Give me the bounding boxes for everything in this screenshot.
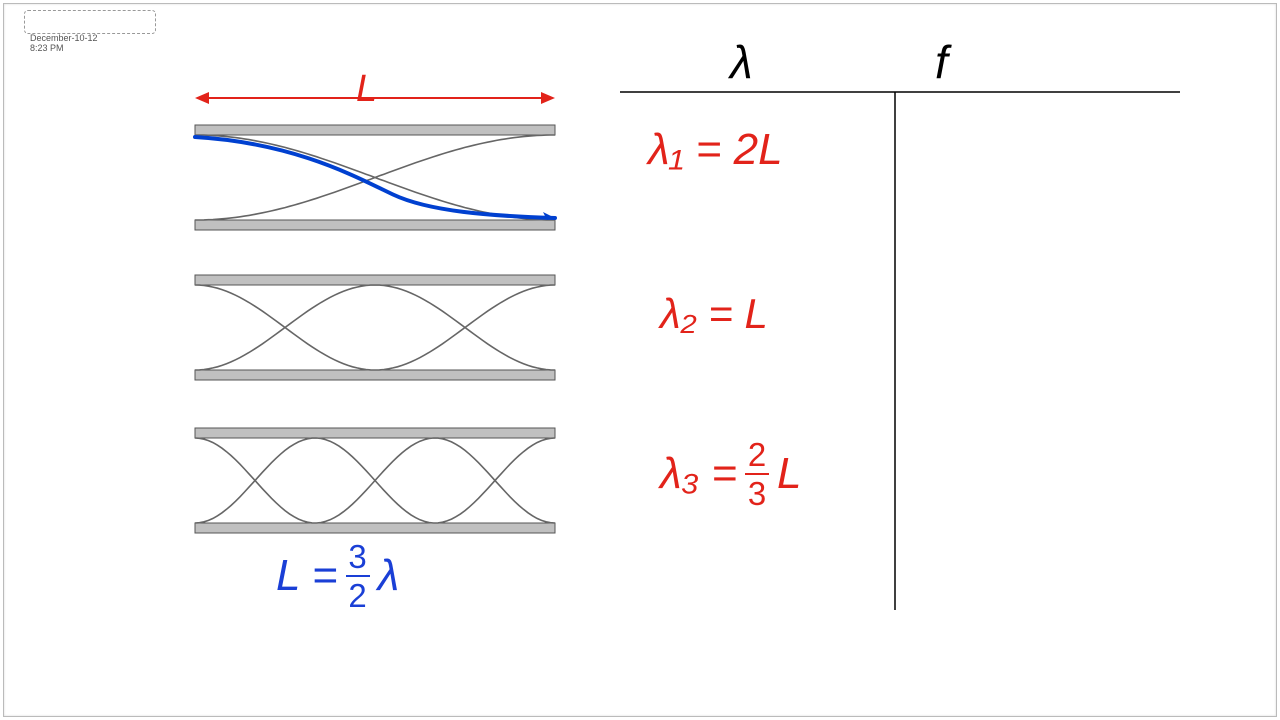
bottom-fraction: 3 2 xyxy=(346,540,370,612)
bottom-den: 2 xyxy=(348,579,366,612)
lambda1-equation: λ₁ = 2L xyxy=(648,125,783,175)
diagram-svg xyxy=(0,0,1280,720)
lambda2-equation: λ₂ = L xyxy=(660,290,768,338)
lambda3-num: 2 xyxy=(748,438,766,471)
bottom-lhs: L = xyxy=(276,551,338,601)
bottom-equation: L = 3 2 λ xyxy=(276,540,399,612)
bottom-num: 3 xyxy=(348,540,366,573)
f-header: f xyxy=(935,35,948,89)
lambda3-lhs: λ₃ = xyxy=(660,449,737,499)
length-label-L: L xyxy=(356,68,377,111)
lambda3-fraction: 2 3 xyxy=(745,438,769,510)
lambda-header: λ xyxy=(730,35,753,89)
lambda3-rhs: L xyxy=(777,449,801,499)
lambda3-den: 3 xyxy=(748,477,766,510)
bottom-rhs: λ xyxy=(378,551,400,601)
lambda3-equation: λ₃ = 2 3 L xyxy=(660,438,802,510)
